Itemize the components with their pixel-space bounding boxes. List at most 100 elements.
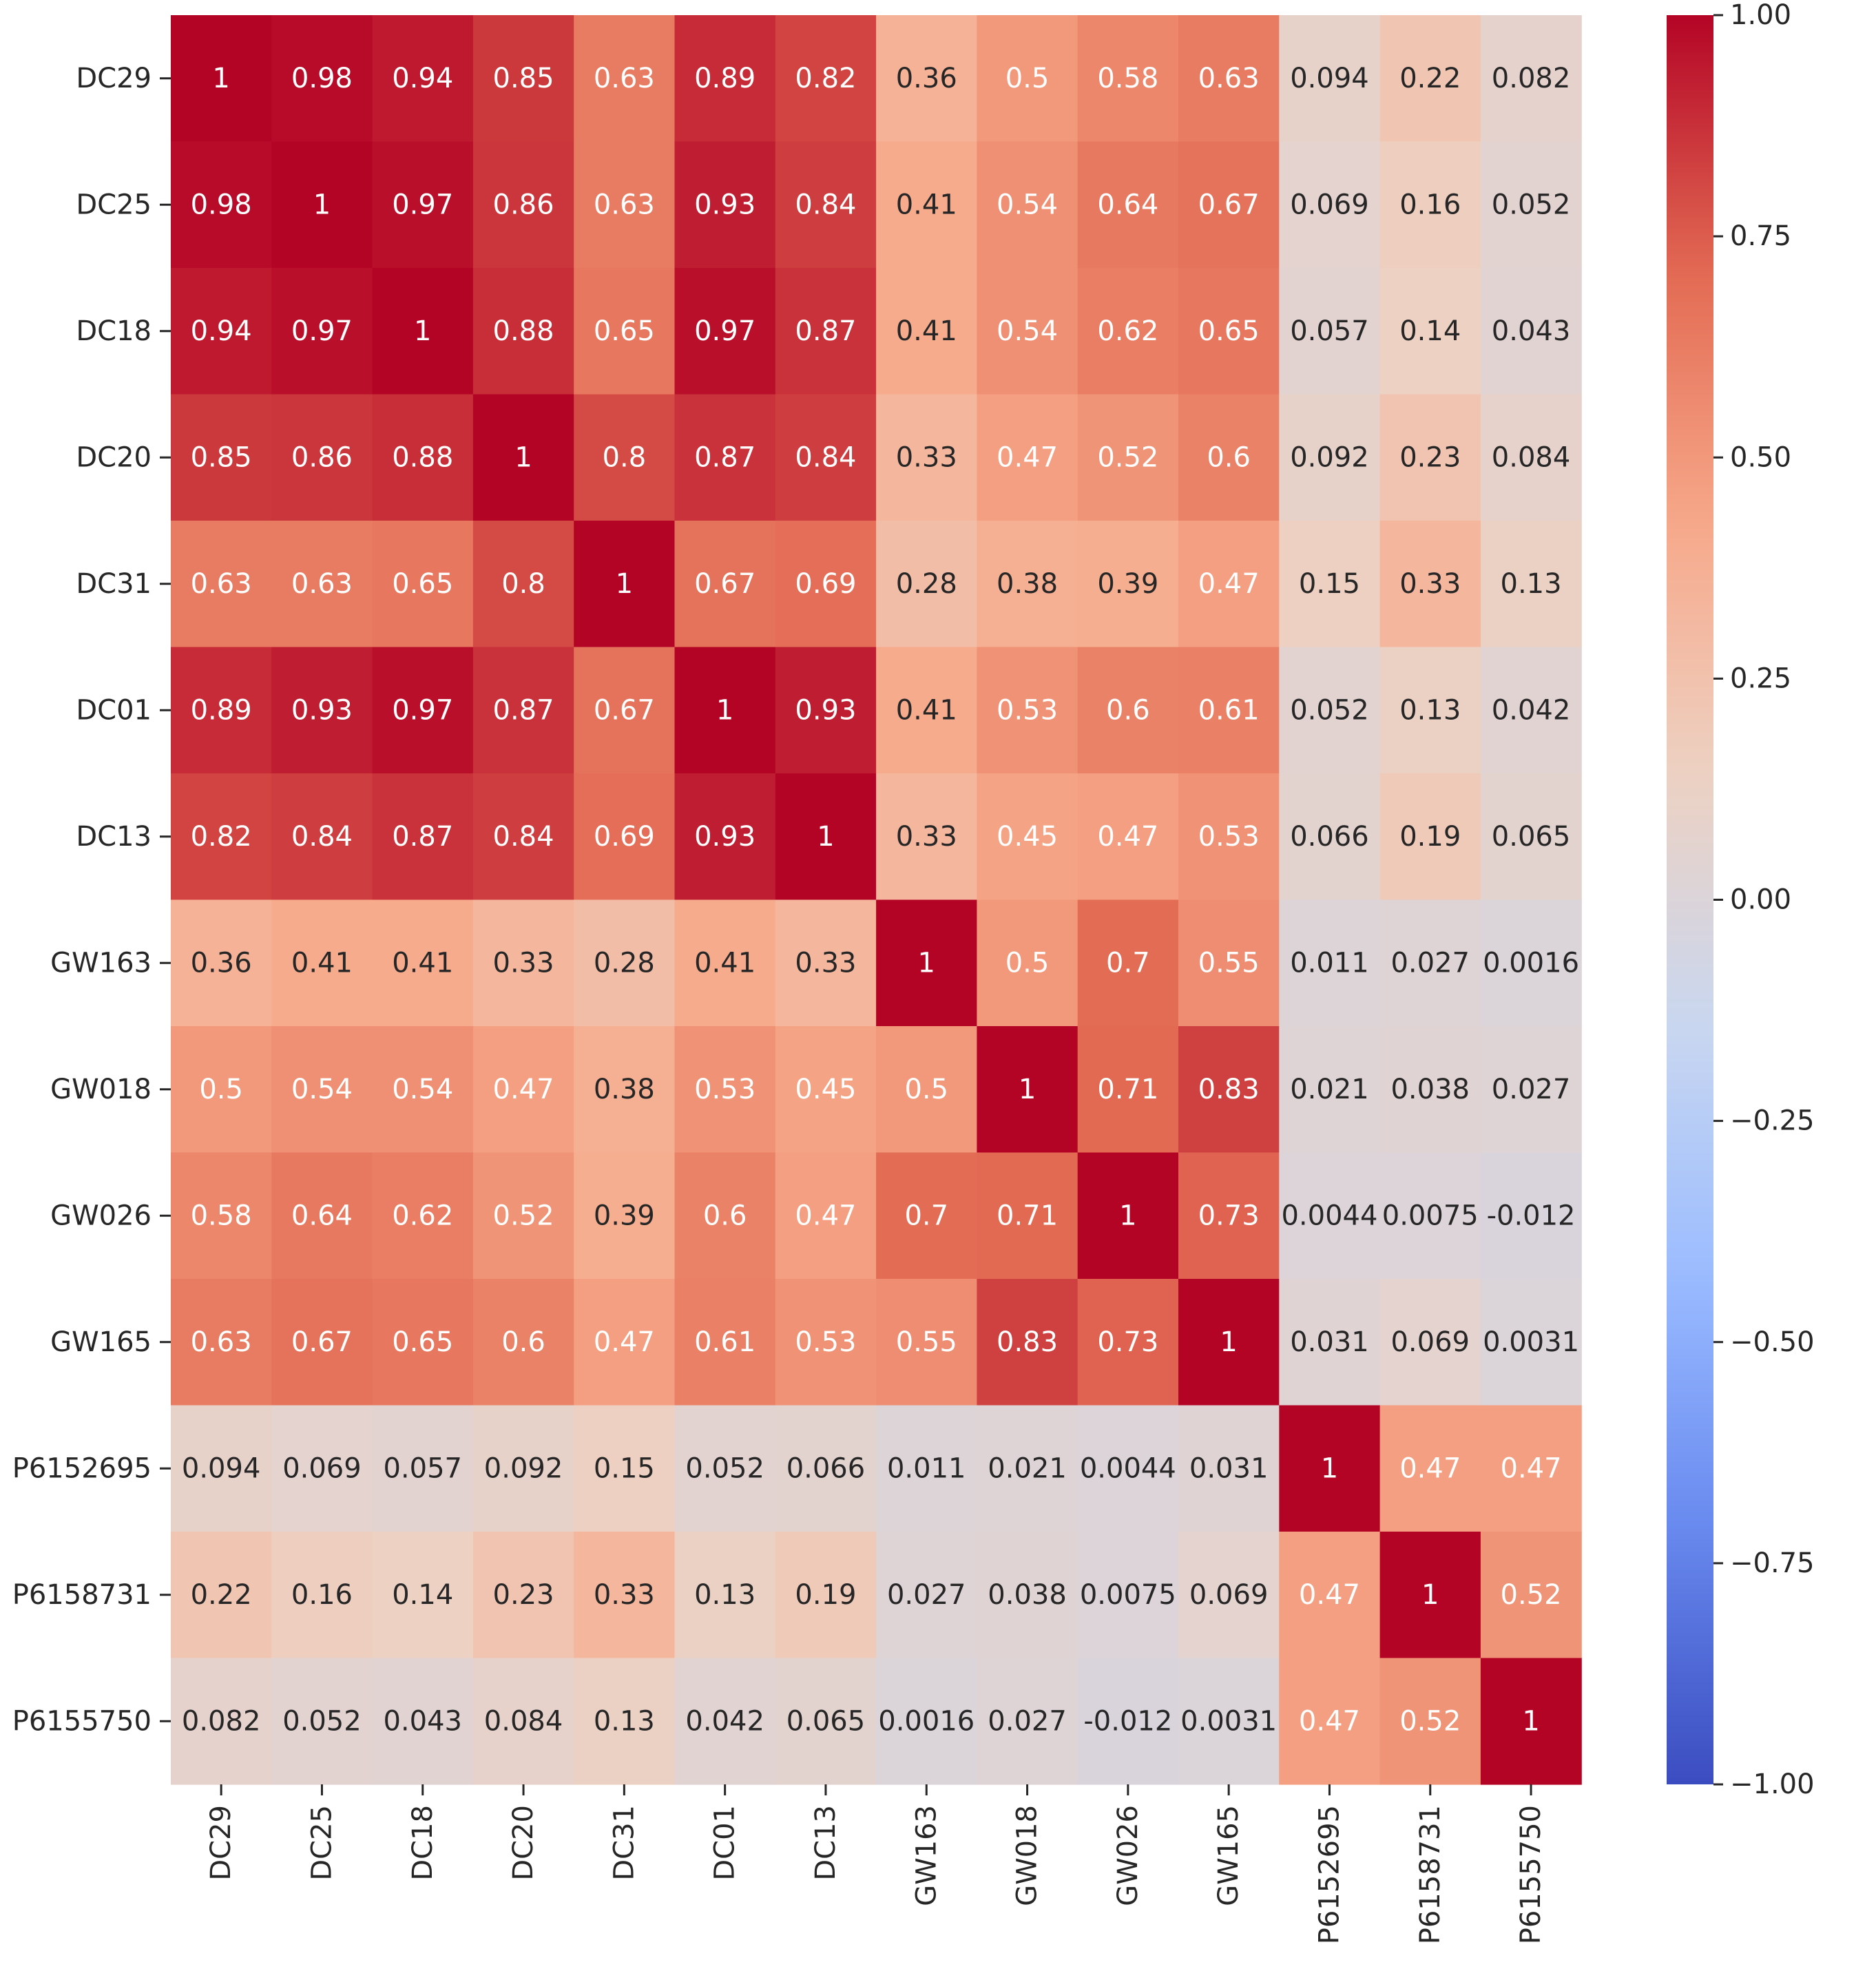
heatmap-cell bbox=[1178, 1279, 1280, 1406]
heatmap-cell bbox=[1077, 1026, 1179, 1154]
heatmap-cell bbox=[775, 647, 877, 774]
cell-annotation: 0.052 bbox=[282, 1705, 362, 1737]
heatmap-cell bbox=[1480, 521, 1582, 648]
cell-annotation: 0.94 bbox=[191, 315, 252, 347]
y-tick-label: P6158731 bbox=[12, 1579, 152, 1611]
heatmap-cell bbox=[1077, 141, 1179, 269]
heatmap-cell bbox=[372, 1279, 474, 1406]
heatmap-cell bbox=[171, 1026, 272, 1154]
cell-annotation: 0.13 bbox=[594, 1705, 655, 1737]
heatmap-cell bbox=[876, 1658, 977, 1785]
heatmap-cell bbox=[1077, 647, 1179, 774]
cell-annotation: 0.031 bbox=[1189, 1452, 1269, 1484]
heatmap-cell bbox=[472, 1026, 574, 1154]
cell-annotation: 0.67 bbox=[291, 1326, 353, 1358]
heatmap-cell bbox=[271, 1279, 373, 1406]
cell-annotation: 0.069 bbox=[282, 1452, 362, 1484]
cell-annotation: 0.39 bbox=[1097, 568, 1158, 600]
heatmap-cell bbox=[1379, 773, 1481, 901]
heatmap-cell bbox=[977, 647, 1078, 774]
cell-annotation: 0.84 bbox=[291, 821, 353, 853]
cell-annotation: 0.094 bbox=[182, 1452, 261, 1484]
cell-annotation: 0.33 bbox=[493, 947, 554, 979]
cell-annotation: 1 bbox=[212, 63, 229, 94]
heatmap-cell bbox=[1077, 1152, 1179, 1280]
heatmap-cell bbox=[271, 521, 373, 648]
heatmap-cell bbox=[1379, 268, 1481, 395]
heatmap-cell bbox=[775, 15, 877, 143]
cell-annotation: 0.065 bbox=[786, 1705, 866, 1737]
cell-annotation: 0.97 bbox=[694, 315, 755, 347]
heatmap-cell bbox=[372, 1026, 474, 1154]
heatmap-cell bbox=[977, 521, 1078, 648]
y-tick-label: DC31 bbox=[76, 568, 152, 600]
heatmap-cell bbox=[574, 1279, 676, 1406]
cell-annotation: 0.63 bbox=[191, 568, 252, 600]
heatmap-cell bbox=[574, 521, 676, 648]
heatmap-cell bbox=[1480, 1152, 1582, 1280]
cell-annotation: 0.027 bbox=[1390, 947, 1470, 979]
cell-annotation: 0.93 bbox=[291, 694, 353, 726]
heatmap-cell bbox=[1178, 1532, 1280, 1659]
cell-annotation: 0.53 bbox=[997, 694, 1058, 726]
cell-annotation: 0.52 bbox=[1399, 1705, 1461, 1737]
cell-annotation: 0.38 bbox=[997, 568, 1058, 600]
cell-annotation: 0.052 bbox=[1290, 694, 1369, 726]
x-tick-label: P6155750 bbox=[1515, 1805, 1547, 1944]
heatmap-cell bbox=[1279, 647, 1381, 774]
heatmap-cell bbox=[1077, 1405, 1179, 1532]
heatmap-cell bbox=[1379, 1532, 1481, 1659]
cell-annotation: 0.0044 bbox=[1080, 1452, 1176, 1484]
cell-annotation: 0.47 bbox=[997, 441, 1058, 473]
cell-annotation: 0.41 bbox=[896, 189, 957, 220]
heatmap-cell bbox=[1178, 141, 1280, 269]
cell-annotation: 0.52 bbox=[1501, 1579, 1562, 1611]
heatmap-cell bbox=[775, 1279, 877, 1406]
heatmap-cell bbox=[1480, 15, 1582, 143]
cell-annotation: 0.28 bbox=[896, 568, 957, 600]
heatmap-cell bbox=[1178, 394, 1280, 521]
cell-annotation: 1 bbox=[1220, 1326, 1237, 1358]
cell-annotation: 0.97 bbox=[392, 189, 453, 220]
cell-annotation: 0.41 bbox=[694, 947, 755, 979]
cell-annotation: 0.5 bbox=[1005, 63, 1050, 94]
cell-annotation: 0.33 bbox=[594, 1579, 655, 1611]
cell-annotation: 0.45 bbox=[795, 1074, 856, 1105]
y-tick-label: DC29 bbox=[76, 63, 152, 94]
cell-annotation: 0.63 bbox=[191, 1326, 252, 1358]
heatmap-cell bbox=[1279, 15, 1381, 143]
cell-annotation: 0.042 bbox=[1492, 694, 1571, 726]
x-tick-label: P6158731 bbox=[1415, 1805, 1446, 1944]
cell-annotation: 0.23 bbox=[1399, 441, 1461, 473]
heatmap-cells bbox=[171, 15, 1582, 1785]
colorbar-gradient bbox=[1667, 15, 1713, 1784]
cell-annotation: 0.58 bbox=[191, 1200, 252, 1231]
heatmap-cell bbox=[171, 268, 272, 395]
colorbar-tick-label: −1.00 bbox=[1730, 1769, 1815, 1800]
heatmap-cell bbox=[775, 394, 877, 521]
heatmap-cell bbox=[1178, 1658, 1280, 1785]
heatmap-cell bbox=[1178, 899, 1280, 1027]
cell-annotation: 0.47 bbox=[795, 1200, 856, 1231]
cell-annotation: 0.62 bbox=[1097, 315, 1158, 347]
cell-annotation: 0.7 bbox=[1106, 947, 1150, 979]
cell-annotation: 0.15 bbox=[1299, 568, 1360, 600]
heatmap-cell bbox=[472, 647, 574, 774]
cell-annotation: 0.84 bbox=[493, 821, 554, 853]
heatmap-cell bbox=[876, 899, 977, 1027]
cell-annotation: 0.52 bbox=[493, 1200, 554, 1231]
heatmap-cell bbox=[674, 15, 776, 143]
heatmap-cell bbox=[472, 773, 574, 901]
cell-annotation: 0.61 bbox=[1198, 694, 1260, 726]
x-axis-labels: DC29 DC25 DC18 DC20 DC31 DC01 DC13 GW163 GW018 GW… bbox=[205, 1784, 1547, 1944]
heatmap-cell bbox=[876, 1405, 977, 1532]
heatmap-cell bbox=[977, 1405, 1078, 1532]
cell-annotation: 0.069 bbox=[1290, 189, 1369, 220]
heatmap-cell bbox=[171, 1658, 272, 1785]
cell-annotation: 0.85 bbox=[191, 441, 252, 473]
heatmap-cell bbox=[472, 394, 574, 521]
heatmap-cell bbox=[1178, 1026, 1280, 1154]
cell-annotation: 0.36 bbox=[191, 947, 252, 979]
heatmap-cell bbox=[171, 141, 272, 269]
cell-annotation: 0.84 bbox=[795, 441, 856, 473]
